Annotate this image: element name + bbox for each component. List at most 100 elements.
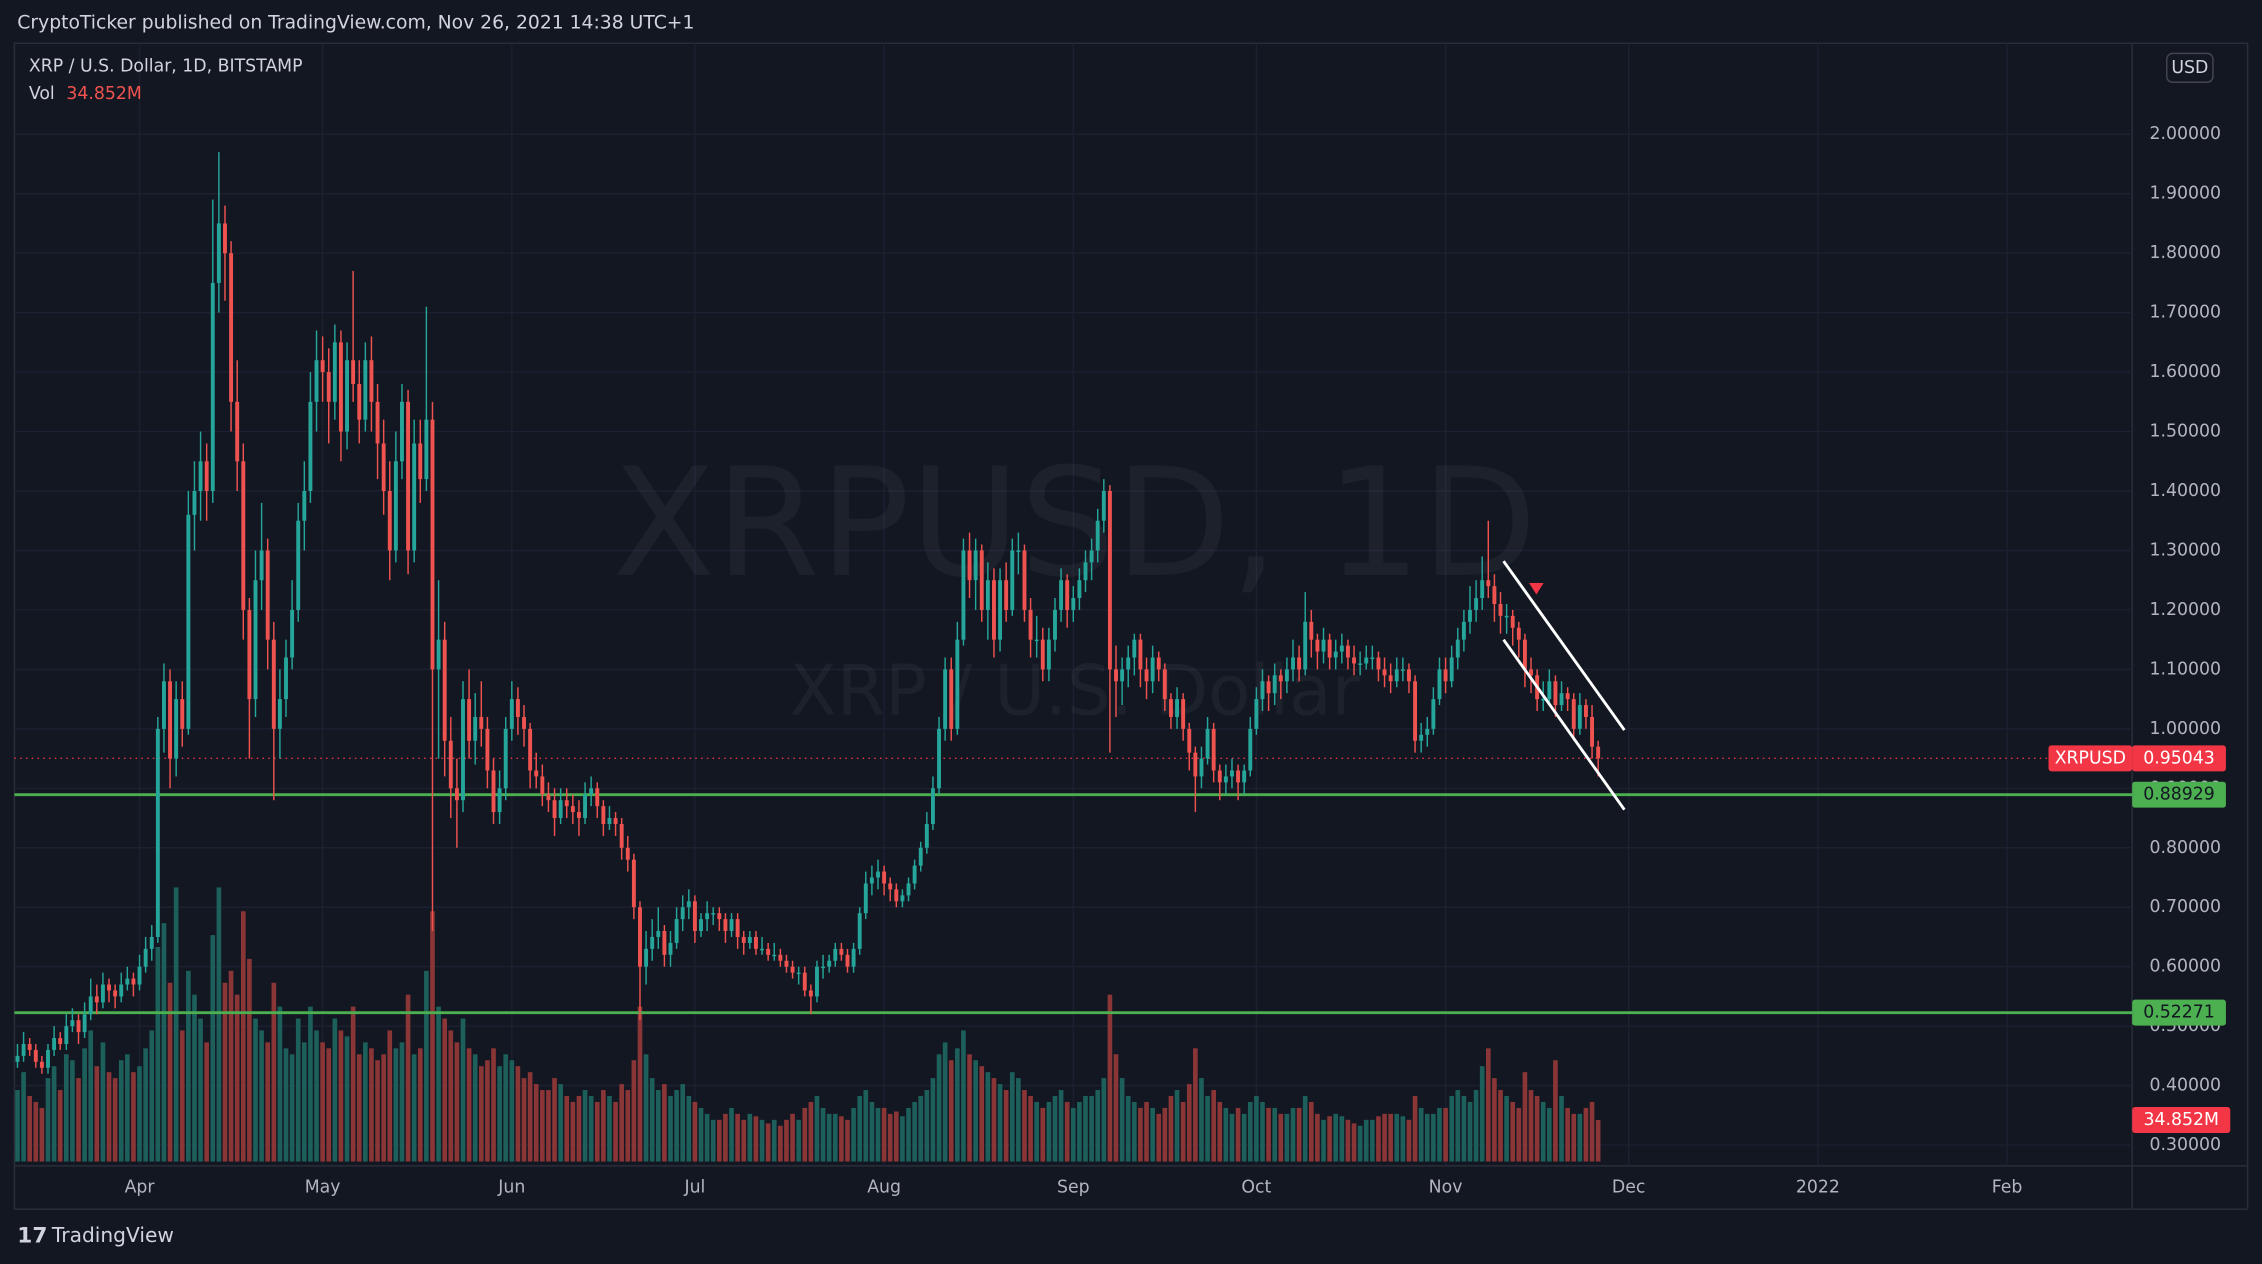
volume-bar <box>1046 1101 1052 1162</box>
volume-bar <box>558 1084 563 1162</box>
candle-body <box>1095 520 1100 551</box>
volume-bar <box>802 1107 808 1162</box>
volume-bar <box>613 1101 618 1162</box>
candle-body <box>1168 699 1173 717</box>
level-tag-label: 0.88929 <box>2143 785 2215 805</box>
volume-bar <box>881 1107 887 1162</box>
candle-body <box>332 342 337 402</box>
candle-body <box>1504 615 1509 618</box>
volume-bar <box>369 1048 374 1162</box>
volume-bar <box>70 1060 75 1162</box>
candle-body <box>448 740 453 789</box>
volume-pane <box>15 887 1601 1162</box>
candle-body <box>192 491 197 515</box>
candle-body <box>1053 609 1057 640</box>
candle-body <box>1474 598 1479 610</box>
candle-body <box>1199 758 1204 777</box>
candle-body <box>1315 639 1320 652</box>
volume-bar <box>1424 1113 1430 1162</box>
volume-bar <box>1363 1119 1369 1162</box>
candle-body <box>1162 669 1167 700</box>
volume-bar <box>1089 1095 1094 1162</box>
candle-body <box>149 936 154 949</box>
volume-bar <box>1595 1120 1601 1162</box>
candle-body <box>424 419 429 480</box>
candle-body <box>827 960 832 967</box>
last-price-tag-label: 0.95043 <box>2143 748 2215 768</box>
candle-body <box>168 681 173 759</box>
candle-body <box>345 360 349 432</box>
volume-bar <box>961 1030 966 1162</box>
candle-body <box>589 788 594 795</box>
candle-body <box>33 1049 38 1062</box>
volume-bar <box>1107 994 1113 1162</box>
volume-bar <box>973 1060 978 1162</box>
volume-legend-value: 34.852M <box>66 84 141 104</box>
currency-button[interactable]: USD <box>2166 52 2214 83</box>
brand[interactable]: 𝟭𝟳 TradingView <box>17 1223 174 1249</box>
volume-bar <box>326 1048 332 1162</box>
volume-bar <box>839 1116 844 1162</box>
candle-body <box>845 954 850 967</box>
candle-body <box>1205 728 1210 759</box>
candle-body <box>1449 657 1454 682</box>
volume-bar <box>991 1078 997 1162</box>
y-tick-label: 1.30000 <box>2149 540 2221 560</box>
volume-bar <box>1168 1095 1174 1162</box>
volume-bar <box>863 1090 869 1162</box>
volume-bar <box>1321 1119 1326 1162</box>
candle-body <box>747 936 752 943</box>
volume-bar <box>704 1113 710 1162</box>
currency-button-box[interactable] <box>2166 52 2214 83</box>
volume-bar <box>100 1042 106 1162</box>
candle-body <box>613 818 618 824</box>
volume-bar <box>1095 1090 1101 1162</box>
volume-bar <box>717 1119 722 1162</box>
candle-body <box>1181 699 1186 729</box>
candle-body <box>1553 681 1558 706</box>
candle-body <box>82 1014 87 1033</box>
volume-bar <box>790 1113 795 1162</box>
candle-body <box>1016 550 1021 552</box>
volume-bar <box>198 1018 203 1162</box>
candle-body <box>155 728 160 937</box>
volume-bar <box>1302 1095 1308 1162</box>
candle-body <box>888 883 893 890</box>
candle-body <box>204 461 209 492</box>
candle-body <box>802 972 807 991</box>
volume-bar <box>680 1084 686 1162</box>
volume-bar <box>491 1048 496 1162</box>
volume-bar <box>1559 1095 1564 1162</box>
candle-body <box>216 223 221 283</box>
level-tag <box>2132 999 2226 1026</box>
volume-bar <box>1382 1113 1387 1162</box>
candle-body <box>1089 550 1094 563</box>
volume-bar <box>808 1101 814 1162</box>
candle-body <box>223 223 227 254</box>
candle-body <box>375 401 380 444</box>
volume-bar <box>1064 1101 1070 1162</box>
volume-bar <box>63 1054 69 1162</box>
brand-name[interactable]: TradingView <box>51 1223 174 1247</box>
volume-bar <box>698 1107 704 1162</box>
watermark-symbol: XRPUSD, 1D <box>613 437 1537 611</box>
volume-bar <box>112 1078 118 1162</box>
currency-label[interactable]: USD <box>2171 58 2208 78</box>
candle-body <box>650 936 655 949</box>
volume-bar <box>527 1072 533 1162</box>
volume-bar <box>1284 1113 1290 1162</box>
candle-body <box>607 818 612 824</box>
volume-bar <box>1040 1107 1046 1162</box>
volume-bar <box>1534 1095 1540 1162</box>
volume-bar <box>1125 1095 1131 1162</box>
level-tag-label: 0.52271 <box>2143 1003 2215 1023</box>
candle-body <box>1046 639 1051 670</box>
candle-body <box>924 823 929 848</box>
volume-bar <box>668 1095 673 1162</box>
volume-bar <box>222 982 228 1162</box>
candle-body <box>534 770 539 777</box>
y-tick-label: 0.70000 <box>2149 897 2221 917</box>
brand-logo[interactable]: 𝟭𝟳 <box>17 1224 47 1249</box>
volume-bar <box>1174 1090 1180 1162</box>
